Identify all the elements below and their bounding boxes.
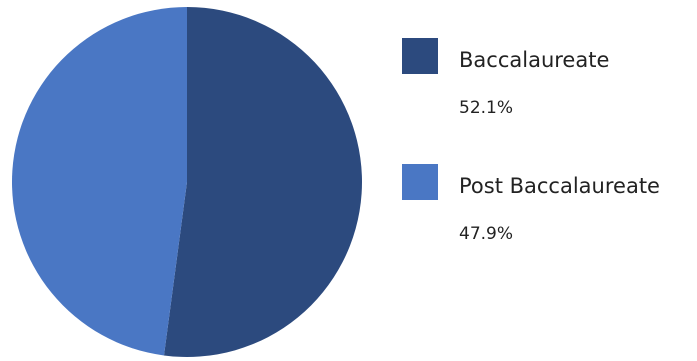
legend-swatch-baccalaureate <box>402 38 438 74</box>
legend-value-baccalaureate: 52.1% <box>459 98 514 118</box>
legend-label-baccalaureate: Baccalaureate <box>459 48 610 72</box>
pie-slice-baccalaureate <box>163 7 362 357</box>
pie-slice-post-baccalaureate <box>11 6 188 356</box>
pie-chart <box>11 6 362 357</box>
legend-label-post-baccalaureate: Post Baccalaureate <box>459 174 660 198</box>
legend-swatch-post-baccalaureate <box>402 164 438 200</box>
legend-value-post-baccalaureate: 47.9% <box>459 224 514 244</box>
